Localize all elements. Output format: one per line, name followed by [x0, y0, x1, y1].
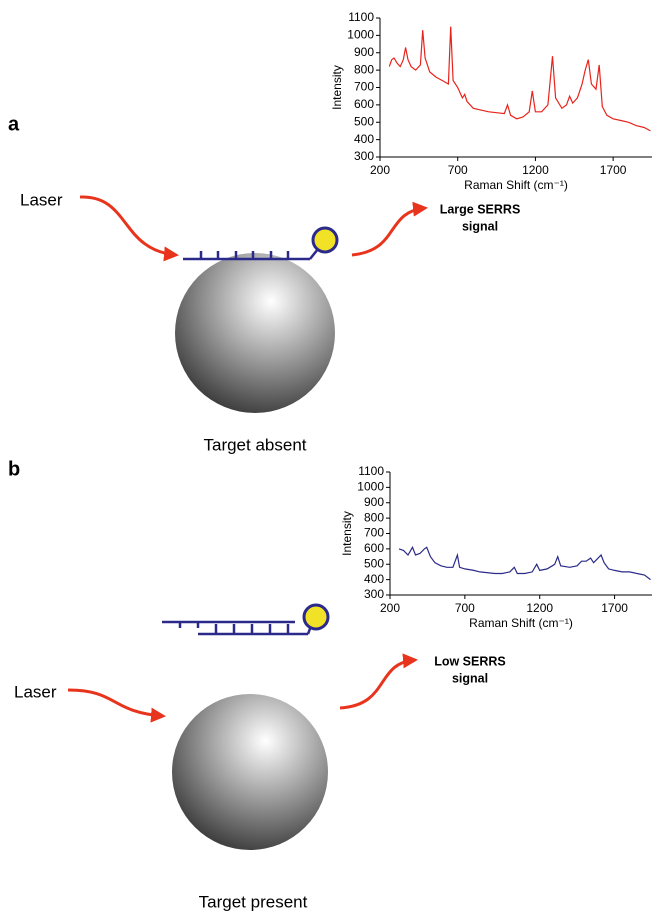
laser-arrow — [68, 690, 163, 716]
laser-arrow — [80, 197, 176, 255]
signal-arrow — [352, 208, 425, 255]
x-tick-label: 1200 — [526, 601, 553, 615]
x-tick-label: 200 — [370, 163, 390, 177]
y-tick-label: 800 — [354, 62, 374, 76]
y-tick-label: 300 — [364, 587, 384, 601]
signal-arrow — [340, 660, 415, 708]
x-axis-label: Raman Shift (cm⁻¹) — [464, 178, 568, 192]
y-tick-label: 900 — [354, 45, 374, 59]
x-tick-label: 1700 — [601, 601, 628, 615]
signal-label: signal — [462, 219, 498, 233]
signal-label: signal — [452, 671, 488, 685]
caption: Target present — [199, 892, 308, 911]
x-tick-label: 1200 — [522, 163, 549, 177]
y-tick-label: 1000 — [357, 480, 384, 494]
nanoparticle — [172, 694, 328, 850]
y-tick-label: 600 — [364, 541, 384, 555]
x-tick-label: 1700 — [600, 163, 627, 177]
dye — [313, 228, 337, 252]
y-tick-label: 500 — [364, 556, 384, 570]
panel-label: b — [8, 458, 20, 480]
caption: Target absent — [203, 435, 306, 454]
y-tick-label: 700 — [354, 80, 374, 94]
x-tick-label: 200 — [380, 601, 400, 615]
y-tick-label: 1100 — [358, 464, 384, 478]
dye — [304, 605, 328, 629]
y-tick-label: 600 — [354, 97, 374, 111]
y-tick-label: 800 — [364, 510, 384, 524]
laser-label: Laser — [14, 682, 57, 701]
y-axis-label: Intensity — [340, 511, 354, 556]
y-tick-label: 1100 — [348, 10, 374, 24]
page: {"chart_data": [ {"type": "line", "y_lab… — [0, 0, 654, 915]
y-axis-label: Intensity — [330, 65, 344, 110]
x-tick-label: 700 — [448, 163, 468, 177]
spectrum-line — [399, 547, 651, 579]
y-tick-label: 700 — [364, 526, 384, 540]
x-axis-label: Raman Shift (cm⁻¹) — [469, 616, 573, 630]
duplex-strand — [162, 622, 311, 634]
y-tick-label: 400 — [364, 572, 384, 586]
y-tick-label: 1000 — [347, 28, 374, 42]
y-tick-label: 900 — [364, 495, 384, 509]
laser-label: Laser — [20, 190, 63, 209]
panel-label: a — [8, 113, 20, 135]
spectrum-line — [389, 27, 650, 131]
nanoparticle — [175, 253, 335, 413]
signal-label: Low SERRS — [434, 654, 506, 668]
y-tick-label: 300 — [354, 149, 374, 163]
signal-label: Large SERRS — [440, 202, 521, 216]
y-tick-label: 500 — [354, 114, 374, 128]
figure: a Laser Large SERRS signal Target absent… — [0, 0, 654, 915]
y-tick-label: 400 — [354, 132, 374, 146]
x-tick-label: 700 — [455, 601, 475, 615]
